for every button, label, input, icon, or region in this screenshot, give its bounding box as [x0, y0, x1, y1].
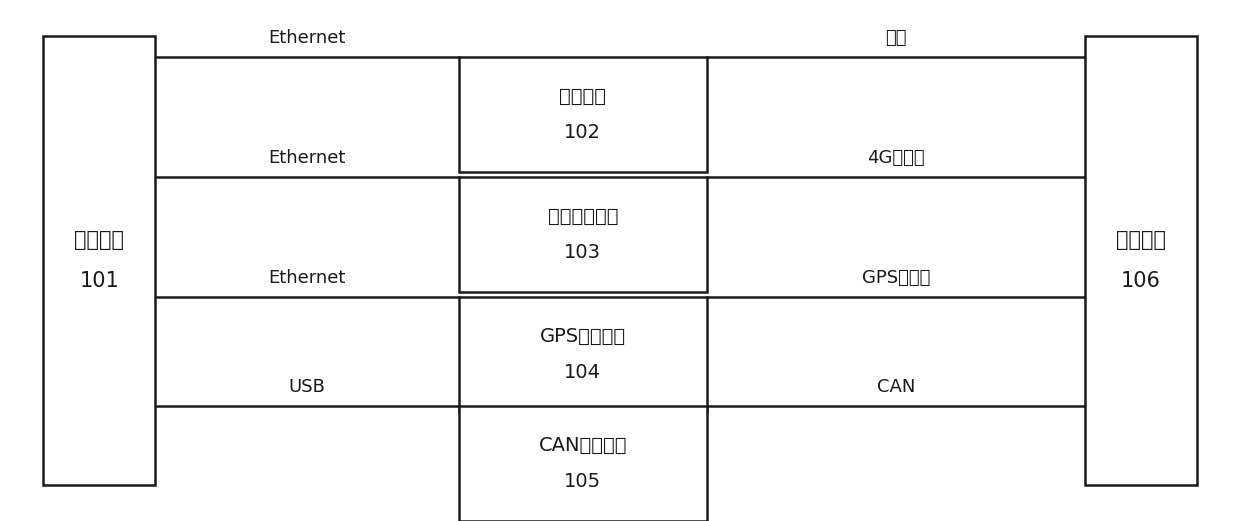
Text: 101: 101 — [79, 271, 119, 291]
FancyBboxPatch shape — [459, 297, 707, 412]
FancyBboxPatch shape — [459, 177, 707, 292]
Text: 无线通信装置: 无线通信装置 — [548, 207, 618, 226]
FancyBboxPatch shape — [43, 36, 155, 485]
Text: 106: 106 — [1121, 271, 1161, 291]
Text: 供电: 供电 — [885, 29, 906, 47]
Text: 102: 102 — [564, 123, 601, 142]
Text: 4G射频线: 4G射频线 — [867, 148, 925, 167]
Text: Ethernet: Ethernet — [268, 148, 346, 167]
Text: Ethernet: Ethernet — [268, 268, 346, 287]
FancyBboxPatch shape — [1085, 36, 1197, 485]
Text: 104: 104 — [564, 363, 601, 382]
FancyBboxPatch shape — [459, 406, 707, 521]
Text: GPS俳真装置: GPS俳真装置 — [539, 327, 626, 345]
Text: 主控装置: 主控装置 — [74, 230, 124, 250]
Text: CAN通信装置: CAN通信装置 — [538, 436, 627, 455]
Text: CAN: CAN — [877, 378, 915, 396]
Text: GPS射频线: GPS射频线 — [862, 268, 930, 287]
Text: 程控电源: 程控电源 — [559, 87, 606, 106]
Text: USB: USB — [289, 378, 325, 396]
Text: 103: 103 — [564, 243, 601, 262]
Text: 105: 105 — [564, 473, 601, 491]
Text: 车载终端: 车载终端 — [1116, 230, 1166, 250]
Text: Ethernet: Ethernet — [268, 29, 346, 47]
FancyBboxPatch shape — [459, 57, 707, 172]
